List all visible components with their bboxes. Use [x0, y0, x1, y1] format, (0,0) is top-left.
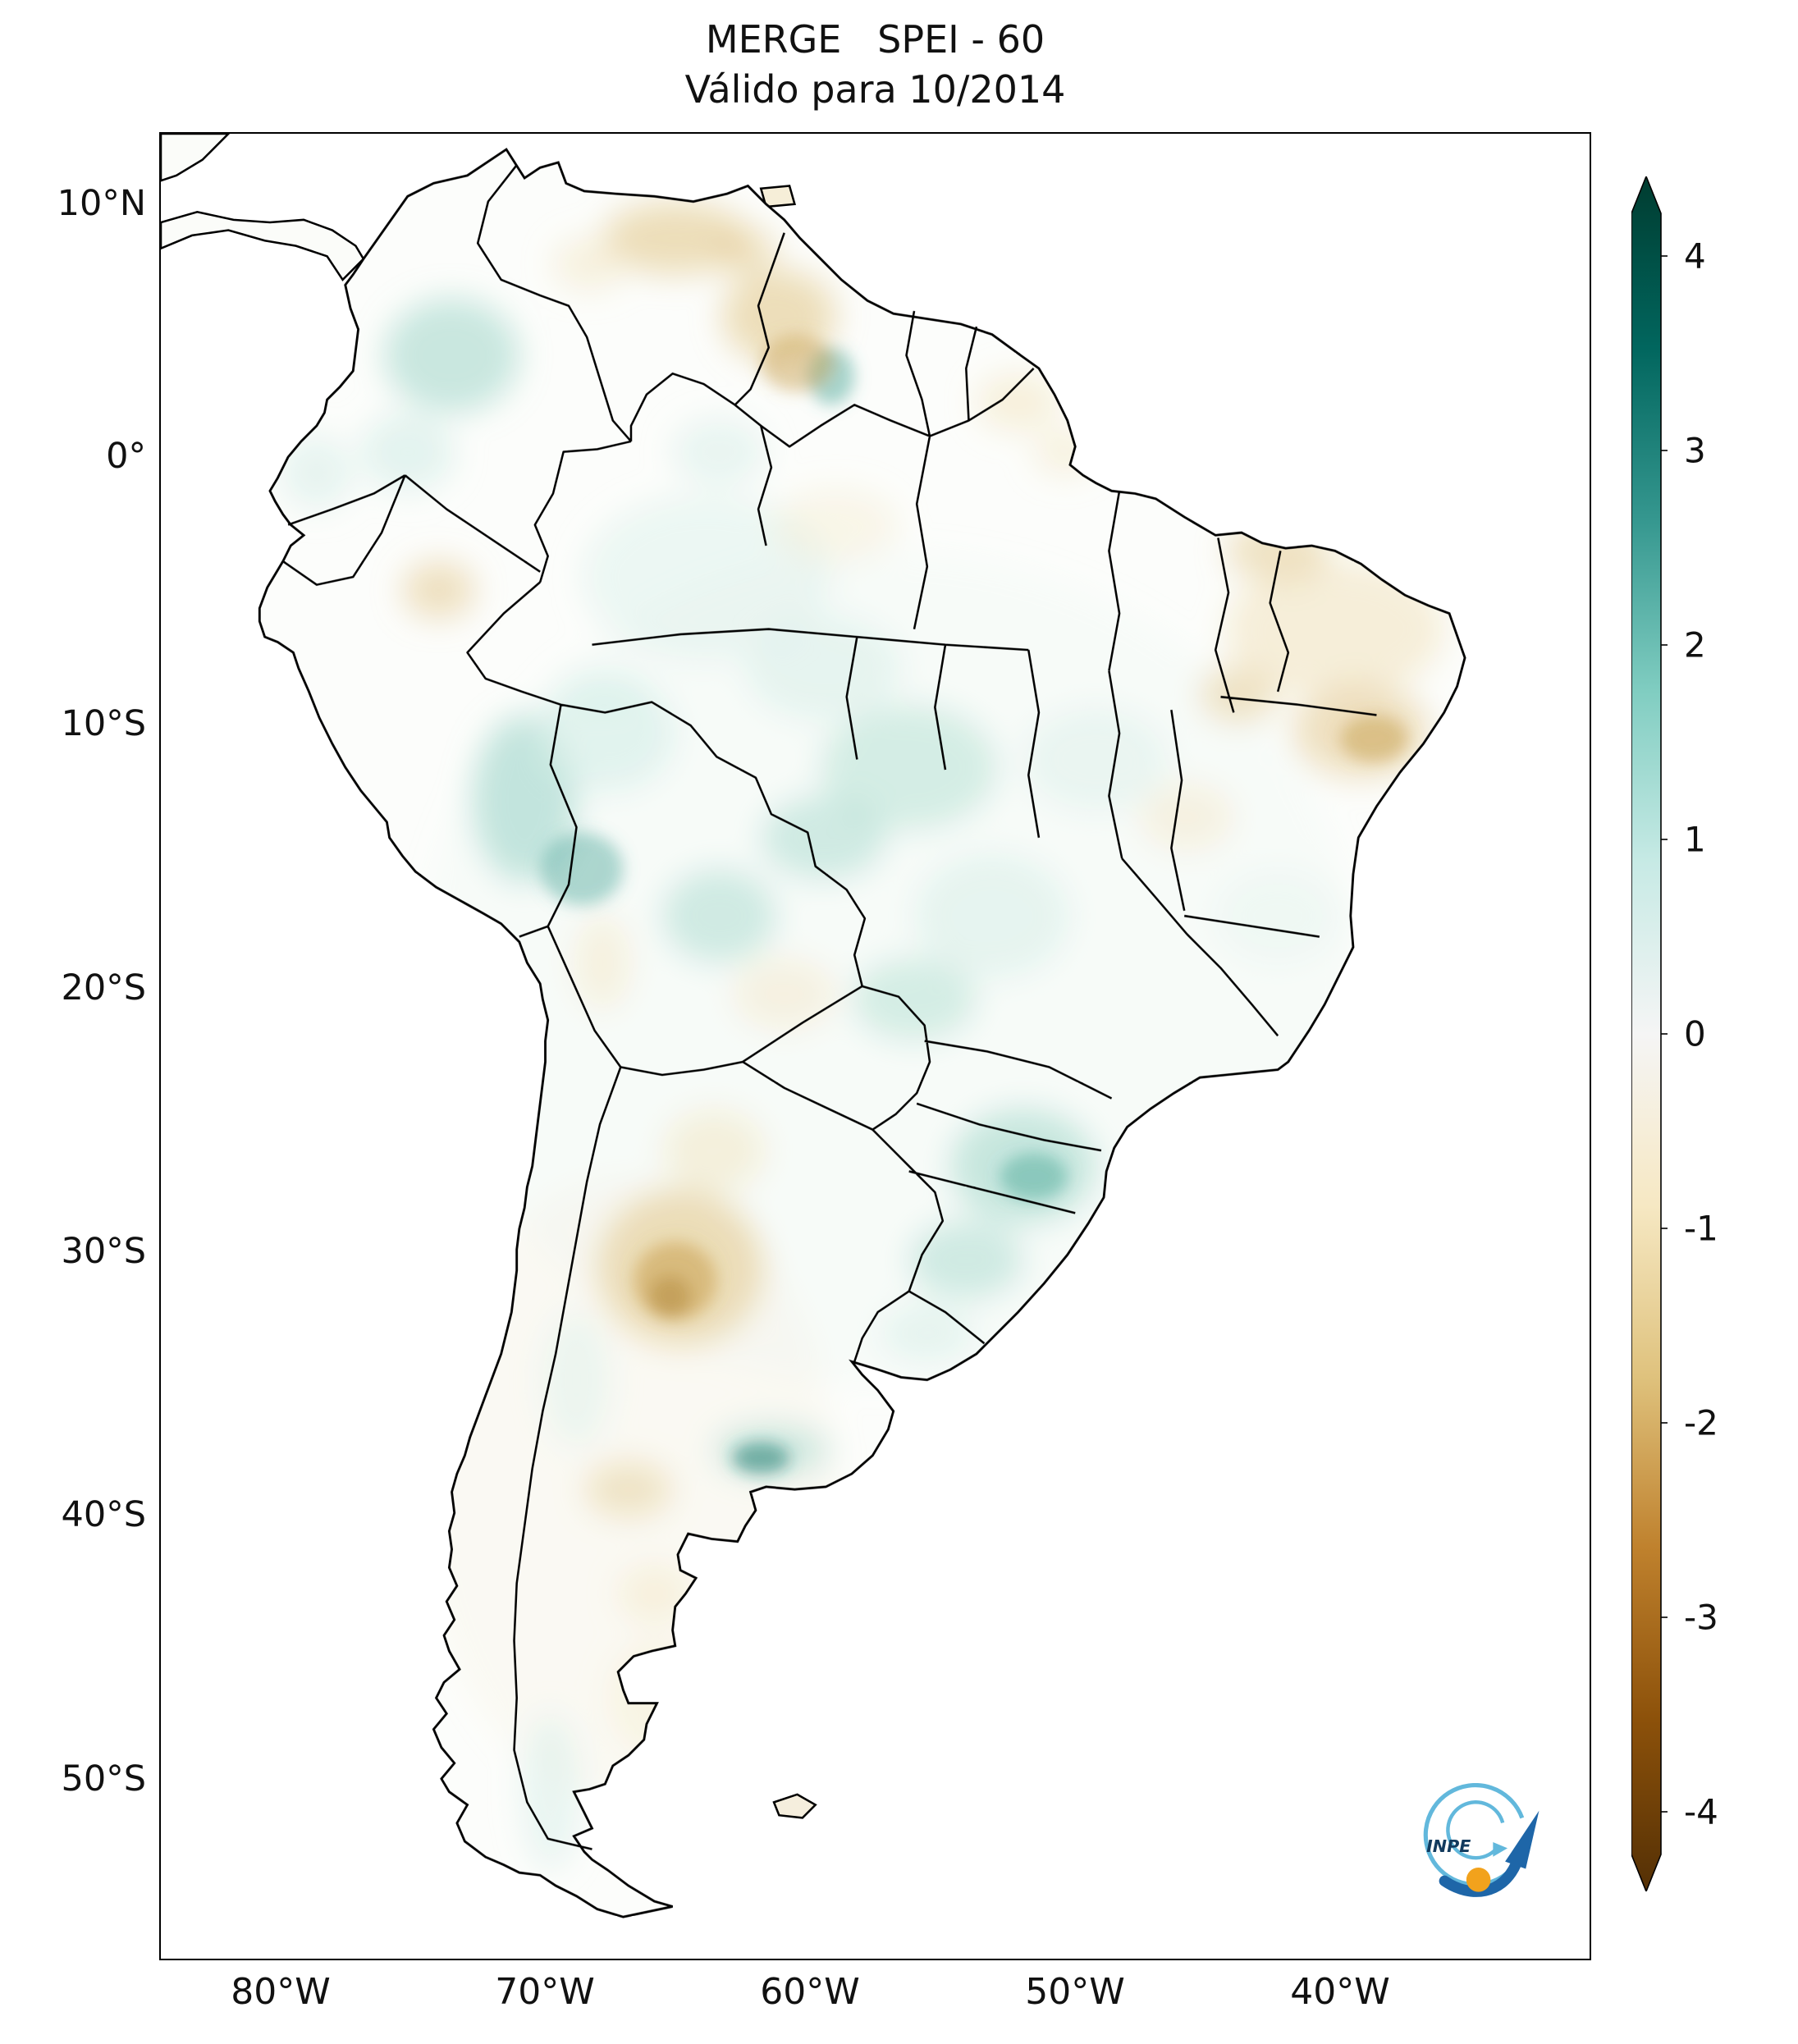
title-line-1: MERGE SPEI - 60	[705, 17, 1045, 62]
lat-tick-10s: 10°S	[61, 703, 146, 744]
map-panel: INPE	[159, 132, 1591, 1960]
lon-tick-50w: 50°W	[1025, 1971, 1125, 2013]
cb-tick-m1: -1	[1684, 1208, 1718, 1249]
colorbar-gradient	[1631, 176, 1662, 1891]
south-america-map	[161, 134, 1466, 1918]
inpe-logo: INPE	[1406, 1783, 1563, 1906]
lat-tick-10n: 10°N	[57, 183, 146, 224]
cb-tick-4: 4	[1684, 235, 1706, 277]
logo-swirl-arrowhead	[1493, 1842, 1508, 1857]
panama-isthmus	[161, 211, 365, 281]
cb-tick-0: 0	[1684, 1013, 1706, 1054]
lat-tick-40s: 40°S	[61, 1494, 146, 1535]
lon-tick-40w: 40°W	[1290, 1971, 1390, 2013]
central-america-corner	[161, 134, 231, 182]
title-line-2: Válido para 10/2014	[684, 66, 1066, 112]
logo-orange-ball	[1466, 1868, 1491, 1892]
logo-arrow-curve	[1439, 1858, 1522, 1897]
colorbar-tick-marks	[1661, 255, 1668, 1813]
logo-arrowhead	[1505, 1810, 1540, 1869]
colorbar	[1631, 176, 1668, 1891]
figure-title: MERGE SPEI - 60 Válido para 10/2014	[159, 15, 1591, 114]
cb-tick-1: 1	[1684, 819, 1706, 860]
cb-tick-m2: -2	[1684, 1402, 1718, 1443]
lat-tick-50s: 50°S	[61, 1758, 146, 1799]
lon-tick-60w: 60°W	[760, 1971, 860, 2013]
logo-text: INPE	[1426, 1836, 1471, 1856]
trinidad-island	[759, 185, 797, 208]
lat-tick-30s: 30°S	[61, 1231, 146, 1272]
lon-tick-70w: 70°W	[495, 1971, 595, 2013]
lon-tick-80w: 80°W	[231, 1971, 331, 2013]
logo-inner-swirl	[1446, 1800, 1505, 1860]
cb-tick-m4: -4	[1684, 1791, 1718, 1832]
admin-borders	[282, 164, 1377, 1850]
inpe-logo-graphic: INPE	[1423, 1783, 1540, 1897]
lat-tick-0: 0°	[106, 436, 146, 477]
cb-tick-m3: -3	[1684, 1597, 1718, 1638]
cb-tick-3: 3	[1684, 430, 1706, 471]
lat-tick-20s: 20°S	[61, 967, 146, 1008]
falkland-islands	[772, 1793, 817, 1819]
cb-tick-2: 2	[1684, 624, 1706, 665]
